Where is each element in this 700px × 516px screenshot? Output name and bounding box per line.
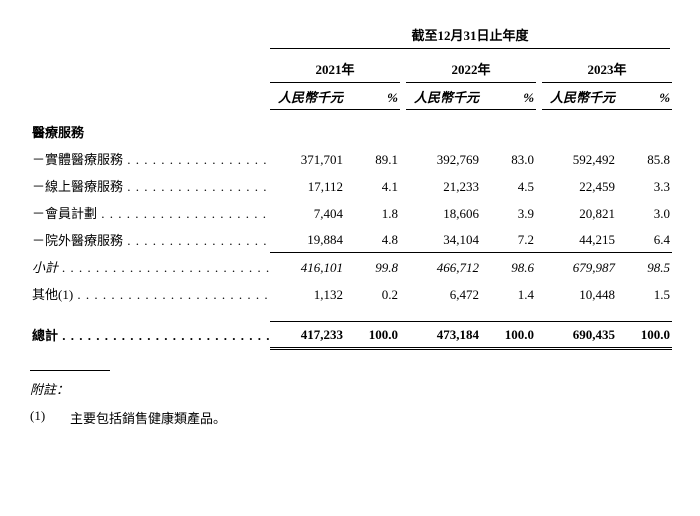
table-row: 總計417,233100.0473,184100.0690,435100.0 <box>30 321 672 348</box>
pct-cell: 0.2 <box>345 280 400 307</box>
value-cell: 10,448 <box>542 280 617 307</box>
value-cell: 392,769 <box>406 145 481 172</box>
notes-divider <box>30 370 110 371</box>
year-2022: 2022年 <box>406 55 536 83</box>
pct-cell: 98.5 <box>617 253 672 280</box>
table-row: －會員計劃7,4041.818,6063.920,8213.0 <box>30 199 672 226</box>
value-cell: 17,112 <box>270 172 345 199</box>
value-cell: 371,701 <box>270 145 345 172</box>
table-row: －線上醫療服務17,1124.121,2334.522,4593.3 <box>30 172 672 199</box>
pct-cell: 4.1 <box>345 172 400 199</box>
value-cell: 416,101 <box>270 253 345 280</box>
pct-label: % <box>617 83 672 110</box>
year-2023: 2023年 <box>542 55 672 83</box>
unit-header-row: 人民幣千元 % 人民幣千元 % 人民幣千元 % <box>30 83 672 110</box>
year-2021: 2021年 <box>270 55 400 83</box>
note-number: (1) <box>30 408 70 427</box>
note-text: 主要包括銷售健康類產品。 <box>70 408 226 427</box>
notes-title: 附註： <box>30 379 670 398</box>
section-header: 醫療服務 <box>30 110 270 145</box>
pct-cell: 1.8 <box>345 199 400 226</box>
value-cell: 417,233 <box>270 321 345 348</box>
row-label: 總計 <box>30 321 270 348</box>
row-label: －線上醫療服務 <box>30 172 270 199</box>
value-cell: 34,104 <box>406 226 481 253</box>
table-row: 其他(1)1,1320.26,4721.410,4481.5 <box>30 280 672 307</box>
pct-cell: 100.0 <box>345 321 400 348</box>
pct-label: % <box>481 83 536 110</box>
pct-cell: 6.4 <box>617 226 672 253</box>
year-header-row: 2021年 2022年 2023年 <box>30 55 672 83</box>
row-label: 小計 <box>30 253 270 280</box>
value-cell: 1,132 <box>270 280 345 307</box>
pct-cell: 98.6 <box>481 253 536 280</box>
unit-label: 人民幣千元 <box>270 83 345 110</box>
period-spanner: 截至12月31日止年度 <box>270 25 670 49</box>
value-cell: 18,606 <box>406 199 481 226</box>
note-item: (1) 主要包括銷售健康類產品。 <box>30 408 670 427</box>
table-row: 小計416,10199.8466,71298.6679,98798.5 <box>30 253 672 280</box>
pct-cell: 4.5 <box>481 172 536 199</box>
value-cell: 679,987 <box>542 253 617 280</box>
value-cell: 21,233 <box>406 172 481 199</box>
pct-cell: 3.9 <box>481 199 536 226</box>
pct-label: % <box>345 83 400 110</box>
pct-cell: 83.0 <box>481 145 536 172</box>
financial-table: 2021年 2022年 2023年 人民幣千元 % 人民幣千元 % 人民幣千元 … <box>30 55 672 350</box>
value-cell: 6,472 <box>406 280 481 307</box>
value-cell: 466,712 <box>406 253 481 280</box>
value-cell: 690,435 <box>542 321 617 348</box>
row-label: －實體醫療服務 <box>30 145 270 172</box>
value-cell: 7,404 <box>270 199 345 226</box>
value-cell: 592,492 <box>542 145 617 172</box>
pct-cell: 3.0 <box>617 199 672 226</box>
row-label: 其他(1) <box>30 280 270 307</box>
pct-cell: 99.8 <box>345 253 400 280</box>
pct-cell: 85.8 <box>617 145 672 172</box>
table-row: －院外醫療服務19,8844.834,1047.244,2156.4 <box>30 226 672 253</box>
table-row: －實體醫療服務371,70189.1392,76983.0592,49285.8 <box>30 145 672 172</box>
pct-cell: 1.5 <box>617 280 672 307</box>
row-label: －院外醫療服務 <box>30 226 270 253</box>
unit-label: 人民幣千元 <box>542 83 617 110</box>
pct-cell: 100.0 <box>481 321 536 348</box>
value-cell: 44,215 <box>542 226 617 253</box>
value-cell: 20,821 <box>542 199 617 226</box>
pct-cell: 100.0 <box>617 321 672 348</box>
value-cell: 473,184 <box>406 321 481 348</box>
pct-cell: 1.4 <box>481 280 536 307</box>
pct-cell: 89.1 <box>345 145 400 172</box>
pct-cell: 4.8 <box>345 226 400 253</box>
row-label: －會員計劃 <box>30 199 270 226</box>
value-cell: 19,884 <box>270 226 345 253</box>
unit-label: 人民幣千元 <box>406 83 481 110</box>
pct-cell: 7.2 <box>481 226 536 253</box>
value-cell: 22,459 <box>542 172 617 199</box>
pct-cell: 3.3 <box>617 172 672 199</box>
